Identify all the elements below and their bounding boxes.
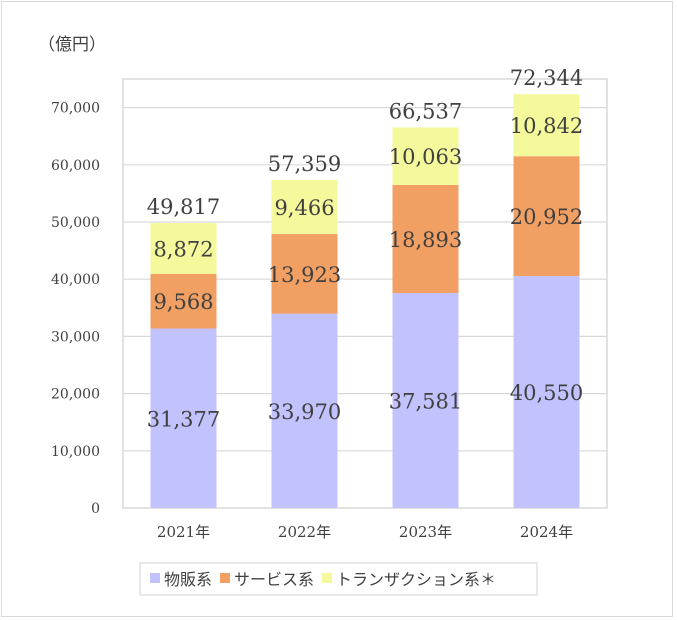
data-label: 10,063 xyxy=(389,145,462,169)
data-label: 9,466 xyxy=(274,196,334,220)
legend-swatch xyxy=(150,573,160,583)
x-tick-label: 2021年 xyxy=(157,523,210,541)
bar-segment xyxy=(150,328,217,508)
legend-swatch xyxy=(322,573,333,583)
total-label: 49,817 xyxy=(147,195,220,219)
data-label: 37,581 xyxy=(389,390,462,414)
bar-segment xyxy=(513,156,580,277)
y-tick-label: 10,000 xyxy=(51,444,100,460)
y-tick-label: 50,000 xyxy=(51,215,100,231)
y-axis-unit-label: （億円） xyxy=(38,35,106,55)
bar-segment xyxy=(271,234,338,314)
data-label: 20,952 xyxy=(510,205,583,229)
data-label: 31,377 xyxy=(147,407,220,431)
data-label: 18,893 xyxy=(389,228,462,252)
data-label: 8,872 xyxy=(153,237,213,261)
total-label: 57,359 xyxy=(268,152,341,176)
legend-swatch xyxy=(220,573,231,583)
data-label: 40,550 xyxy=(510,381,583,405)
data-label: 10,842 xyxy=(510,114,583,138)
legend-label: 物販系 xyxy=(164,570,212,589)
data-label: 13,923 xyxy=(268,263,341,287)
bar-segment xyxy=(150,273,217,329)
bar-segment xyxy=(150,223,217,274)
legend-label: トランザクション系＊ xyxy=(336,570,496,589)
x-tick-label: 2024年 xyxy=(520,523,573,541)
bar-segment xyxy=(392,127,459,185)
total-label: 72,344 xyxy=(510,66,583,90)
y-tick-label: 0 xyxy=(91,501,100,517)
x-tick-label: 2023年 xyxy=(399,523,452,541)
bar-segment xyxy=(392,184,459,294)
legend-label: サービス系 xyxy=(234,570,314,589)
y-tick-label: 20,000 xyxy=(51,387,100,403)
x-tick-label: 2022年 xyxy=(278,523,331,541)
bar-segment xyxy=(392,293,459,508)
y-tick-label: 70,000 xyxy=(51,101,100,117)
y-tick-label: 60,000 xyxy=(51,158,100,174)
bar-segment xyxy=(271,179,338,235)
bar-segment xyxy=(271,313,338,508)
bar-segment xyxy=(513,276,580,508)
bar-segment xyxy=(513,94,580,157)
data-label: 9,568 xyxy=(153,290,213,314)
y-tick-label: 30,000 xyxy=(51,329,100,345)
y-tick-label: 40,000 xyxy=(51,272,100,288)
legend xyxy=(139,562,538,596)
data-label: 33,970 xyxy=(268,400,341,424)
total-label: 66,537 xyxy=(389,99,462,123)
